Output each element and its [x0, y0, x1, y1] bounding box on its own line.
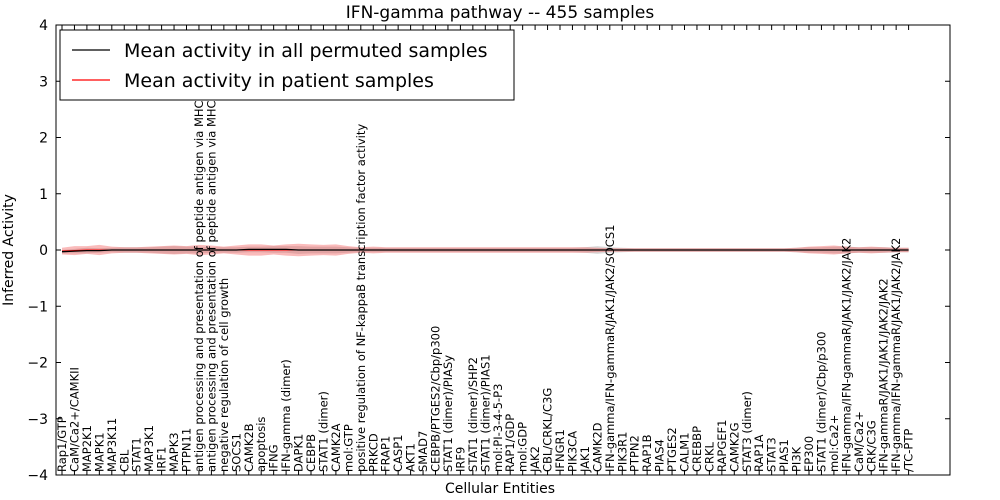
x-tick-label: CRK/C3G — [864, 420, 878, 472]
x-tick-label: PRKCD — [366, 433, 380, 472]
x-tick-label: MAP2K1 — [80, 425, 94, 472]
x-tick-label: STAT3 — [765, 437, 779, 472]
x-tick-label: PTGES2 — [665, 427, 679, 472]
y-tick-label: −1 — [27, 299, 48, 315]
y-tick-label: −2 — [27, 356, 48, 372]
legend-label-permuted: Mean activity in all permuted samples — [124, 40, 487, 62]
x-tick-label: PIAS1 — [777, 439, 791, 472]
y-tick-label: 0 — [39, 243, 48, 259]
x-tick-label: STAT1 (dimer)/SHP2 — [466, 357, 480, 472]
x-tick-label: CAMK2D — [590, 422, 604, 472]
x-tick-label: mol:GDP — [516, 422, 530, 472]
x-tick-label: apoptosis — [254, 417, 268, 472]
x-tick-label: mol:Ca2+ — [827, 415, 841, 472]
x-tick-label: PIK3CA — [566, 431, 580, 472]
x-tick-label: /TC-PTP — [902, 429, 916, 472]
legend-label-patient: Mean activity in patient samples — [124, 70, 434, 92]
x-tick-label: IFN-gamma/IFN-gammaR/JAK1/JAK2/JAK2 — [889, 238, 903, 472]
x-tick-label: antigen processing and presentation of p… — [192, 61, 206, 472]
y-axis-label: Inferred Activity — [1, 194, 17, 306]
x-tick-label: PTPN2 — [628, 435, 642, 472]
x-tick-label: positive regulation of NF-kappaB transcr… — [354, 124, 368, 472]
x-tick-label: Rap1/GTP — [55, 416, 69, 472]
x-tick-label: PTPN11 — [180, 428, 194, 472]
x-tick-label: PIK3R1 — [615, 432, 629, 473]
legend-box — [59, 29, 515, 101]
x-tick-label: RAPGEF1 — [715, 420, 729, 472]
x-tick-label: STAT1 (dimer)/PIASy — [441, 355, 455, 472]
x-tick-label: RAP1B — [640, 434, 654, 472]
x-tick-label: CASP1 — [391, 435, 405, 472]
legend: Mean activity in all permuted samples Me… — [59, 29, 515, 101]
x-tick-label: IFN-gamma (dimer) — [279, 359, 293, 472]
x-tick-label: IRF9 — [453, 447, 467, 472]
x-tick-label: STAT3 (dimer) — [740, 391, 754, 472]
x-tick-label: CBL/CRKL/C3G — [541, 388, 555, 472]
y-tick-label: 2 — [39, 131, 48, 147]
x-tick-label: STAT1 (dimer) — [316, 391, 330, 472]
x-tick-label: IFN-gamma/IFN-gammaR/JAK1/JAK2/SOCS1 — [603, 225, 617, 472]
y-tick-label: −4 — [27, 468, 48, 484]
x-tick-label: IFN-gammaR/JAK1/JAK1/JAK2/JAK2 — [877, 278, 891, 472]
x-tick-label: IRF1 — [155, 447, 169, 472]
x-tick-labels: Rap1/GTPCaM/Ca2+/CAMKIIMAP2K1MAPK1MAP3K1… — [55, 25, 916, 475]
series-line-permuted — [61, 248, 909, 253]
x-tick-label: EP300 — [802, 436, 816, 472]
plot-area — [61, 243, 909, 257]
x-tick-label: MAPK1 — [92, 432, 106, 472]
x-axis-label: Cellular Entities — [445, 481, 555, 497]
x-tick-label: CBL — [117, 449, 131, 472]
x-tick-label: JAK2 — [528, 446, 542, 473]
x-tick-label: MAPK3 — [167, 432, 181, 472]
x-tick-label: STAT1 — [130, 437, 144, 472]
x-tick-label: MAP3K1 — [142, 425, 156, 472]
x-tick-label: AKT1 — [404, 443, 418, 472]
x-tick-label: STAT1 (dimer)/PIAS1 — [478, 354, 492, 472]
x-tick-label: mol:GTP — [341, 424, 355, 472]
x-tick-label: FRAP1 — [379, 436, 393, 472]
x-tick-label: CRKL — [702, 441, 716, 472]
y-tick-label: 1 — [39, 187, 48, 203]
x-tick-label: RAP1A — [752, 434, 766, 472]
x-tick-label: JAK1 — [578, 446, 592, 473]
x-tick-label: SMAD7 — [416, 431, 430, 472]
x-tick-label: CREBBP — [690, 426, 704, 472]
x-tick-label: STAT1 (dimer)/Cbp/p300 — [814, 331, 828, 472]
x-tick-label: CAMK2B — [242, 423, 256, 472]
x-tick-label: RAP1/GDP — [503, 414, 517, 472]
x-tick-label: CEBPB/PTGES2/Cbp/p300 — [429, 326, 443, 472]
x-tick-label: PI3K — [790, 446, 804, 472]
x-tick-label: CALM1 — [678, 432, 692, 472]
x-tick-label: MAP3K11 — [105, 418, 119, 472]
x-tick-label: CaM/Ca2+/CAMKII — [68, 367, 82, 472]
x-tick-label: CAMK2G — [727, 422, 741, 472]
x-tick-label: PIAS4 — [653, 439, 667, 472]
x-tick-label: CaM/Ca2+ — [852, 411, 866, 472]
x-tick-label: IFNGR1 — [553, 429, 567, 472]
x-tick-label: IFN-gamma/IFN-gammaR/JAK1/JAK2/JAK2 — [839, 238, 853, 472]
x-tick-label: mol:PI-3-4-5-P3 — [491, 384, 505, 472]
x-tick-label: negative regulation of cell growth — [217, 278, 231, 472]
x-tick-label: SOCS1 — [229, 433, 243, 472]
chart-title: IFN-gamma pathway -- 455 samples — [346, 3, 655, 23]
x-tick-label: DAPK1 — [292, 434, 306, 472]
x-tick-label: CEBPB — [304, 434, 318, 472]
x-tick-label: CAMK2A — [329, 423, 343, 472]
y-axis: −4 −3 −2 −1 0 1 2 3 4 — [27, 18, 950, 484]
x-tick-label: antigen processing and presentation of p… — [204, 58, 218, 472]
x-tick-label: IFNG — [267, 444, 281, 472]
y-tick-label: −3 — [27, 412, 48, 428]
y-tick-label: 3 — [39, 74, 48, 90]
y-tick-label: 4 — [39, 18, 48, 34]
